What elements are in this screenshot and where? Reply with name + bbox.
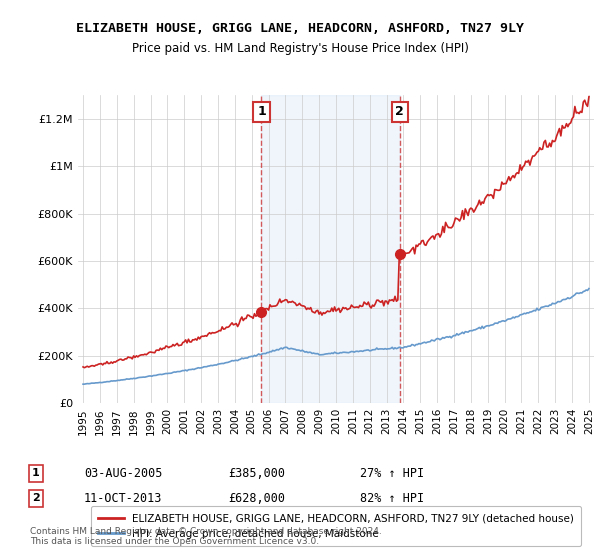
Text: 2: 2 [395,105,404,118]
Bar [262,95,400,403]
Text: ELIZABETH HOUSE, GRIGG LANE, HEADCORN, ASHFORD, TN27 9LY: ELIZABETH HOUSE, GRIGG LANE, HEADCORN, A… [76,22,524,35]
Text: 11-OCT-2013: 11-OCT-2013 [84,492,163,505]
Text: £385,000: £385,000 [228,466,285,480]
Text: £628,000: £628,000 [228,492,285,505]
Text: Contains HM Land Registry data © Crown copyright and database right 2024.
This d: Contains HM Land Registry data © Crown c… [30,526,382,546]
Legend: ELIZABETH HOUSE, GRIGG LANE, HEADCORN, ASHFORD, TN27 9LY (detached house), HPI: : ELIZABETH HOUSE, GRIGG LANE, HEADCORN, A… [91,506,581,546]
Text: 03-AUG-2005: 03-AUG-2005 [84,466,163,480]
Text: 2: 2 [32,493,40,503]
Text: 1: 1 [257,105,266,118]
Text: 27% ↑ HPI: 27% ↑ HPI [360,466,424,480]
Text: 1: 1 [32,468,40,478]
Text: 82% ↑ HPI: 82% ↑ HPI [360,492,424,505]
Text: Price paid vs. HM Land Registry's House Price Index (HPI): Price paid vs. HM Land Registry's House … [131,42,469,55]
